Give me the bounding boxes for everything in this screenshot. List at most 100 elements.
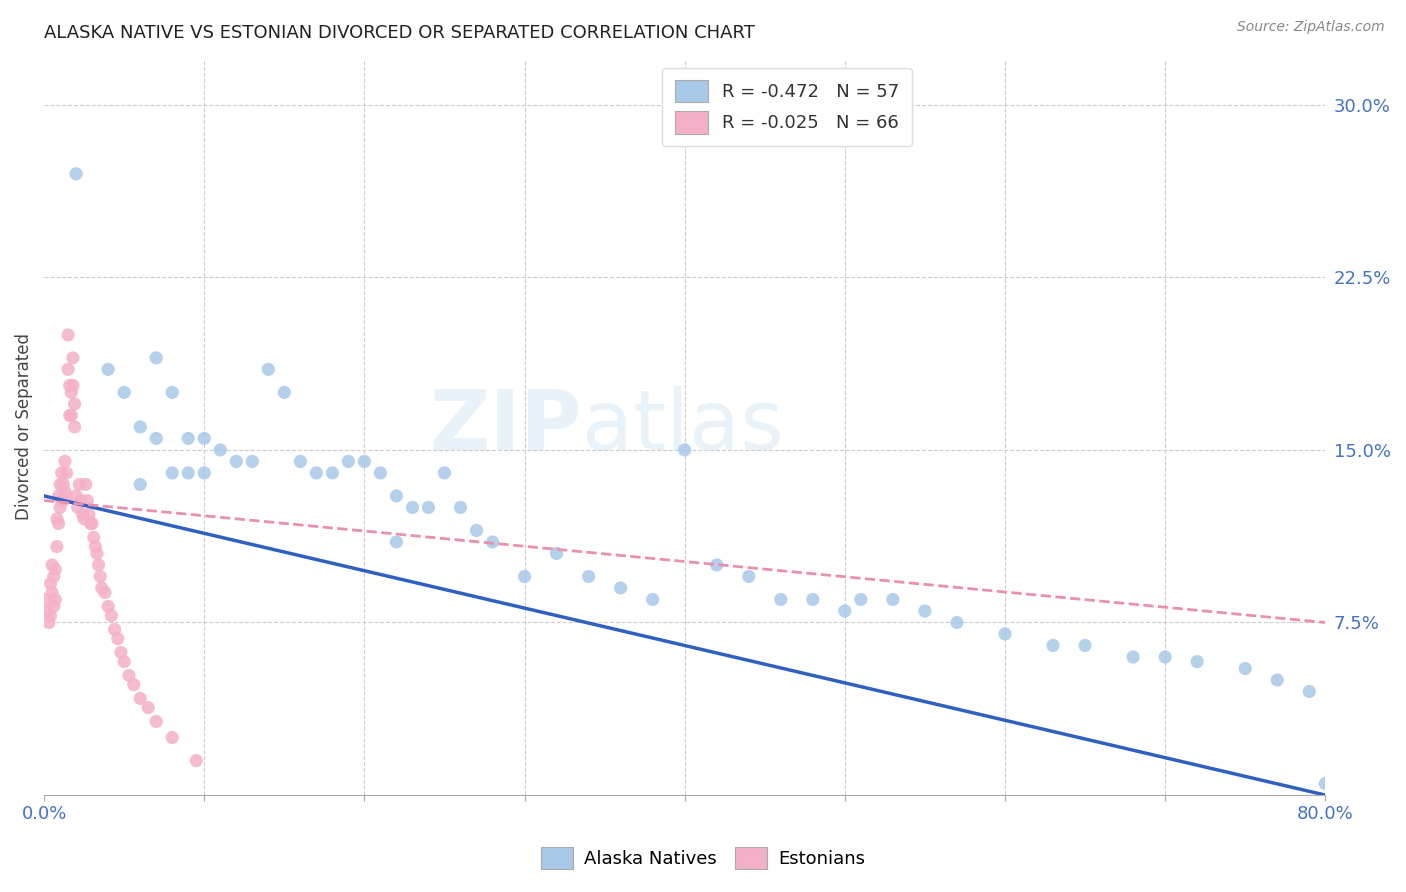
Point [465, 524, 488, 538]
Point [641, 592, 664, 607]
Point [1315, 776, 1337, 790]
Point [225, 454, 247, 468]
Point [100, 608, 122, 623]
Point [49, 477, 72, 491]
Point [79, 516, 101, 531]
Point [60, 385, 83, 400]
Point [240, 454, 263, 468]
Point [385, 489, 408, 503]
Point [44, 592, 66, 607]
Point [70, 493, 93, 508]
Point [129, 477, 152, 491]
Point [51, 466, 73, 480]
Point [882, 592, 904, 607]
Point [1154, 650, 1177, 665]
Point [48, 489, 70, 503]
Point [914, 604, 936, 618]
Point [177, 431, 200, 445]
Point [801, 592, 824, 607]
Point [49, 500, 72, 515]
Point [118, 668, 141, 682]
Point [75, 477, 97, 491]
Point [609, 581, 631, 595]
Point [39, 576, 62, 591]
Point [849, 592, 872, 607]
Point [513, 569, 536, 583]
Point [67, 477, 90, 491]
Point [370, 466, 392, 480]
Text: ALASKA NATIVE VS ESTONIAN DIVORCED OR SEPARATED CORRELATION CHART: ALASKA NATIVE VS ESTONIAN DIVORCED OR SE… [44, 24, 755, 42]
Point [107, 632, 129, 646]
Point [738, 569, 761, 583]
Point [62, 378, 84, 392]
Point [51, 493, 73, 508]
Point [63, 397, 86, 411]
Text: Source: ZipAtlas.com: Source: ZipAtlas.com [1237, 20, 1385, 34]
Point [273, 385, 295, 400]
Point [160, 731, 183, 745]
Point [103, 623, 125, 637]
Point [83, 530, 105, 544]
Point [45, 512, 67, 526]
Point [94, 585, 117, 599]
Point [97, 599, 120, 614]
Point [481, 535, 503, 549]
Point [186, 754, 208, 768]
Point [946, 615, 969, 630]
Point [44, 563, 66, 577]
Point [56, 362, 79, 376]
Point [87, 558, 110, 572]
Point [418, 500, 440, 515]
Point [122, 678, 145, 692]
Point [112, 655, 135, 669]
Point [65, 167, 87, 181]
Point [145, 351, 167, 365]
Point [66, 500, 89, 515]
Point [53, 454, 76, 468]
Point [1122, 650, 1144, 665]
Point [673, 442, 696, 457]
Point [53, 484, 76, 499]
Point [55, 489, 77, 503]
Point [145, 714, 167, 729]
Point [129, 691, 152, 706]
Point [834, 604, 856, 618]
Point [145, 431, 167, 445]
Point [578, 569, 600, 583]
Point [401, 500, 423, 515]
Point [209, 442, 232, 457]
Point [38, 615, 60, 630]
Point [89, 569, 111, 583]
Point [193, 466, 215, 480]
Point [76, 493, 98, 508]
Point [84, 540, 107, 554]
Point [45, 540, 67, 554]
Point [1265, 673, 1288, 687]
Point [994, 627, 1017, 641]
Point [37, 604, 59, 618]
Legend: R = -0.472   N = 57, R = -0.025   N = 66: R = -0.472 N = 57, R = -0.025 N = 66 [662, 68, 912, 146]
Point [41, 558, 63, 572]
Point [193, 431, 215, 445]
Point [72, 508, 94, 522]
Point [52, 477, 75, 491]
Legend: Alaska Natives, Estonians: Alaska Natives, Estonians [533, 839, 873, 876]
Point [73, 512, 96, 526]
Point [110, 645, 132, 659]
Point [60, 409, 83, 423]
Point [385, 535, 408, 549]
Point [433, 466, 456, 480]
Point [290, 454, 312, 468]
Point [39, 608, 62, 623]
Point [42, 599, 65, 614]
Point [305, 466, 328, 480]
Point [86, 546, 108, 560]
Point [59, 409, 82, 423]
Point [706, 558, 728, 572]
Point [52, 493, 75, 508]
Point [56, 327, 79, 342]
Point [48, 516, 70, 531]
Point [1074, 639, 1097, 653]
Point [1298, 684, 1320, 698]
Point [337, 454, 360, 468]
